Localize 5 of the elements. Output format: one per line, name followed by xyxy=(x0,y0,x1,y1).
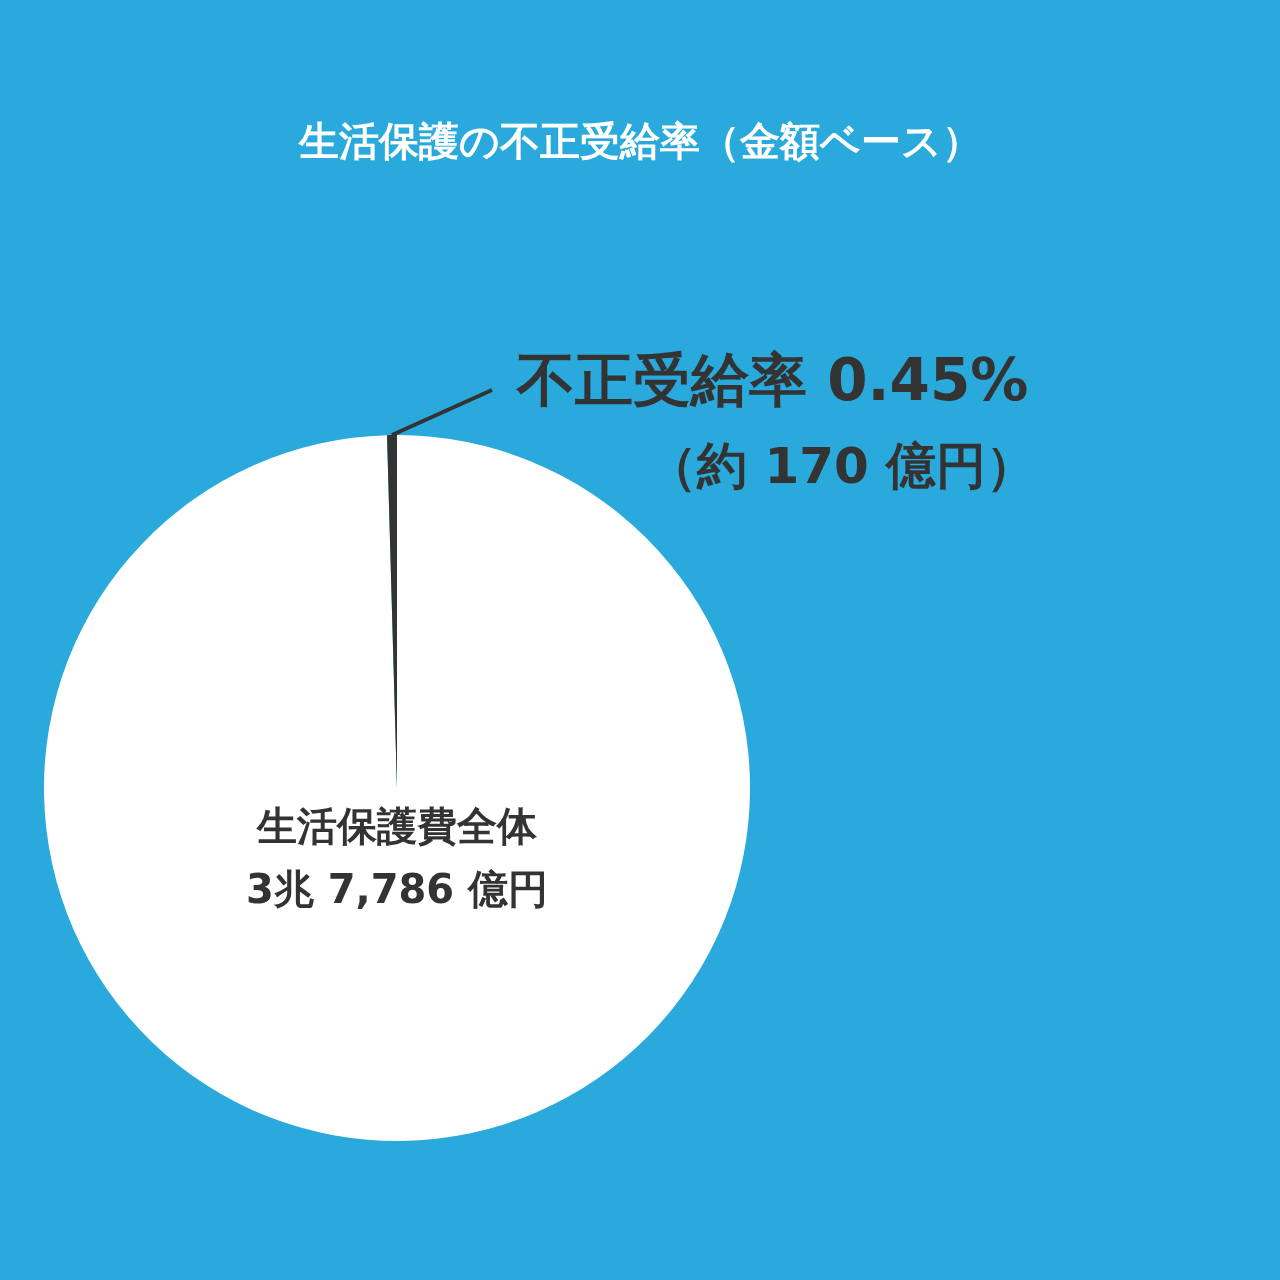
text: （約 170 億円） xyxy=(647,437,1037,496)
slice-label: 生活保護費全体 xyxy=(256,803,538,850)
slice-label: 不正受給率 0.45% xyxy=(515,346,1029,415)
text: 3兆 7,786 億円 xyxy=(245,866,549,913)
chart-title: 生活保護の不正受給率（金額ベース） xyxy=(297,118,982,165)
